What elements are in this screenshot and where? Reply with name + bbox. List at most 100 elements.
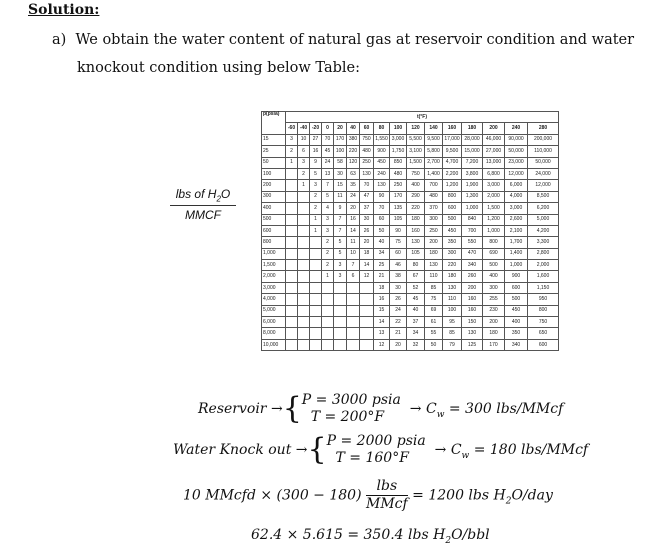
water-content-cell: 7 [333,213,347,226]
water-content-cell: 180 [424,247,443,261]
temperature-column-header: 20 [333,122,347,135]
water-content-cell: 8,500 [527,190,559,204]
pressure-cell: 6,000 [261,316,286,329]
water-content-cell: 50 [373,224,390,238]
water-content-cell: 480 [424,190,443,204]
water-content-cell [297,338,310,352]
water-content-cell: 25 [373,259,390,272]
water-content-cell [309,259,322,272]
water-content-cell: 6,000 [504,179,528,192]
water-content-cell: 40 [373,236,390,249]
water-content-cell: 6,800 [482,167,505,181]
water-content-cell: 38 [389,270,407,283]
water-content-cell [321,281,334,295]
water-content-cell: 450 [442,224,462,238]
water-content-cell: 27,000 [482,145,505,158]
pressure-cell: 25 [261,145,286,158]
water-content-cell [285,327,298,340]
water-content-cell: 24 [321,156,334,169]
water-content-cell: 110,000 [527,145,559,158]
header-row-temperature: p(psia) t(°F) [261,110,559,135]
water-content-cell: 9 [333,202,347,215]
water-content-cell: 46,000 [482,133,505,147]
water-content-cell: 900 [504,270,528,283]
water-content-cell: 30 [389,281,407,295]
list-marker: a) [52,32,67,48]
temperature-column-header: -60 [285,122,298,135]
water-content-cell: 250 [389,179,407,192]
water-content-cell: 46 [389,259,407,272]
water-content-cell: 200,000 [527,133,559,147]
water-content-cell: 340 [461,259,483,272]
water-content-cell: 3 [285,133,298,147]
pressure-cell: 8,000 [261,327,286,340]
water-content-cell: 2,200 [442,167,462,181]
water-content-cell: 95 [442,316,462,329]
water-content-cell: 26 [389,293,407,306]
water-content-cell [309,236,322,249]
pressure-cell: 800 [261,236,286,249]
water-content-cell: 2,800 [527,247,559,261]
water-content-cell: 840 [461,213,483,226]
water-content-cell: 100 [333,145,347,158]
water-content-cell: 180 [406,213,425,226]
water-content-cell: 350 [442,236,462,249]
table-row: 8,000 13 21 34 55 85 130 180 350 650 [261,327,559,340]
water-content-cell [285,190,298,204]
water-content-cell: 2 [321,259,334,272]
water-content-cell: 22 [389,316,407,329]
water-content-cell: 12,000 [504,167,528,181]
water-content-cell: 12 [373,338,390,352]
water-content-cell: 250 [359,156,374,169]
pressure-cell: 15 [261,133,286,147]
water-content-cell: 27 [309,133,322,147]
pressure-cell: 500 [261,213,286,226]
water-content-cell: 600 [504,281,528,295]
temperature-column-header: 160 [442,122,462,135]
temperature-column-header: 0 [321,122,334,135]
water-content-cell: 230 [482,304,505,318]
water-content-cell: 130 [359,167,374,181]
water-content-cell [285,316,298,329]
temperature-column-header: -40 [297,122,310,135]
pressure-cell: 400 [261,202,286,215]
water-content-cell: 34 [373,247,390,261]
pressure-cell: 2,000 [261,270,286,283]
water-content-cell [346,316,360,329]
pressure-header: p(psia) [261,111,286,135]
water-content-cell: 200 [424,236,443,249]
water-content-cell: 105 [406,247,425,261]
water-content-cell [359,281,374,295]
water-content-cell: 700 [461,224,483,238]
water-content-cell: 350 [504,327,528,340]
temperature-column-header: 40 [346,122,360,135]
water-content-cell [359,338,374,352]
water-content-cell: 500 [482,259,505,272]
water-content-cell: 130 [442,281,462,295]
water-content-cell: 40 [406,304,425,318]
water-content-cell: 100 [442,304,462,318]
temperature-column-header: -20 [309,122,322,135]
water-content-cell: 2 [297,167,310,181]
water-content-cell [359,304,374,318]
water-content-cell: 47 [359,190,374,204]
water-content-cell: 900 [373,145,390,158]
water-content-cell: 3 [333,270,347,283]
table-row: 1,500 2 3 7 14 25 46 80 130 220 340 500 1,000 2,000 [261,259,559,272]
water-content-cell: 12,000 [527,179,559,192]
pressure-cell: 200 [261,179,286,192]
water-content-cell: 14 [373,316,390,329]
water-content-cell: 6 [346,270,360,283]
water-content-cell [321,338,334,352]
water-content-cell: 5 [309,167,322,181]
equation-density: 62.4 × 5.615 = 350.4 lbs H2O/bbl [251,527,490,546]
water-content-cell [309,338,322,352]
water-content-cell: 380 [346,133,360,147]
water-content-cell: 58 [333,156,347,169]
water-content-cell: 6,200 [527,202,559,215]
table-row: 600 1 3 7 14 26 50 90 160 250 450 700 1,000 2,100 4,20… [261,224,559,238]
water-content-cell [285,259,298,272]
water-content-cell: 1,700 [504,236,528,249]
water-content-cell: 110 [442,293,462,306]
table-row: 10,000 12 20 32 50 79 125 170 340 600 [261,338,559,352]
